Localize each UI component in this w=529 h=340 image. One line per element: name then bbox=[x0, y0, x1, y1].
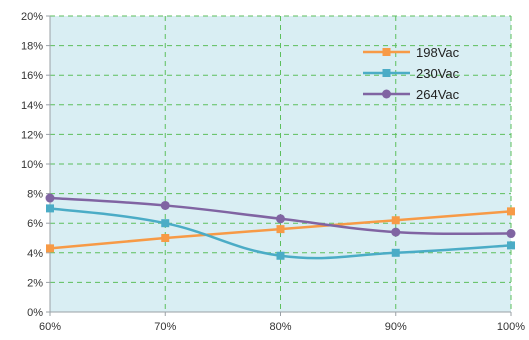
y-tick-label: 12% bbox=[21, 129, 43, 141]
legend-entry: 264Vac bbox=[363, 87, 460, 102]
data-point-marker bbox=[391, 216, 400, 225]
data-point-marker bbox=[46, 204, 54, 213]
y-tick-label: 20% bbox=[21, 11, 43, 23]
legend-entry: 230Vac bbox=[363, 66, 460, 81]
x-axis-tick-labels: 60% 70% 80% 90% 100% bbox=[39, 321, 525, 333]
series-230Vac bbox=[46, 204, 515, 260]
y-tick-label: 14% bbox=[21, 100, 43, 112]
data-point-marker bbox=[507, 207, 515, 216]
data-point-marker bbox=[507, 241, 515, 250]
legend-marker bbox=[382, 69, 391, 77]
legend-label: 264Vac bbox=[416, 87, 460, 102]
data-point-marker bbox=[276, 251, 285, 260]
legend: 198Vac 230Vac 264Vac bbox=[363, 45, 460, 102]
legend-marker bbox=[382, 89, 391, 99]
data-point-marker bbox=[161, 219, 170, 228]
legend-label: 230Vac bbox=[416, 66, 460, 81]
data-point-marker bbox=[391, 248, 400, 257]
series-198Vac bbox=[46, 207, 515, 253]
x-tick-label: 60% bbox=[39, 321, 61, 333]
data-point-marker bbox=[46, 244, 54, 253]
data-point-marker bbox=[391, 227, 401, 237]
data-point-marker bbox=[276, 214, 285, 224]
y-tick-label: 6% bbox=[27, 218, 43, 230]
y-tick-label: 8% bbox=[27, 189, 43, 201]
y-axis-tick-labels: 0% 2% 4% 6% 8% 10% 12% 14% 16% 18% 20% bbox=[21, 11, 43, 319]
data-point-marker bbox=[45, 193, 55, 203]
series-lines bbox=[45, 193, 516, 260]
legend-entry: 198Vac bbox=[363, 45, 460, 60]
data-point-marker bbox=[506, 229, 516, 239]
x-tick-label: 90% bbox=[385, 321, 407, 333]
x-tick-label: 100% bbox=[497, 321, 525, 333]
data-point-marker bbox=[161, 234, 170, 242]
axes bbox=[46, 15, 512, 316]
y-tick-label: 10% bbox=[21, 159, 43, 171]
y-tick-label: 18% bbox=[21, 41, 43, 53]
data-point-marker bbox=[160, 200, 170, 210]
x-tick-label: 80% bbox=[269, 321, 291, 333]
data-point-marker bbox=[276, 225, 285, 234]
x-tick-label: 70% bbox=[154, 321, 176, 333]
series-264Vac bbox=[45, 193, 516, 239]
grid-lines bbox=[50, 15, 512, 312]
legend-label: 198Vac bbox=[416, 45, 460, 60]
legend-marker bbox=[382, 48, 391, 56]
y-tick-label: 2% bbox=[27, 277, 43, 289]
y-tick-label: 0% bbox=[27, 307, 43, 319]
y-tick-label: 4% bbox=[27, 248, 43, 260]
y-tick-label: 16% bbox=[21, 70, 43, 82]
